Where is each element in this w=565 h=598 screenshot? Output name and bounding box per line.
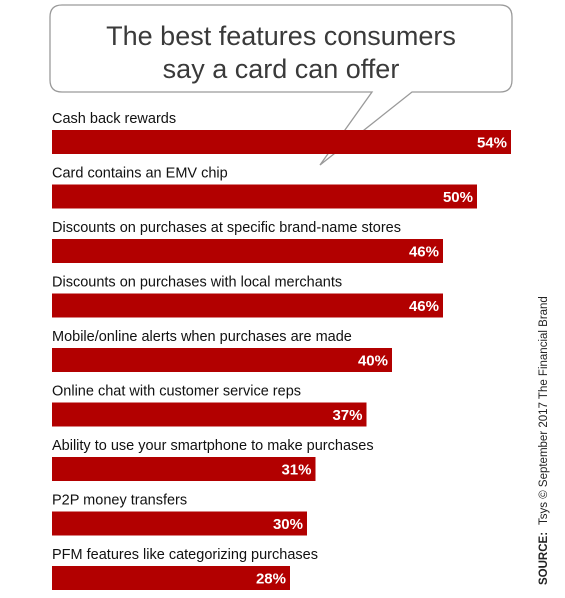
value-label: 37% xyxy=(332,407,362,424)
speech-bubble xyxy=(49,4,513,166)
bar xyxy=(52,402,367,427)
value-label: 46% xyxy=(409,298,439,315)
bar xyxy=(52,130,511,154)
category-label: Cash back rewards xyxy=(52,111,176,127)
value-label: 40% xyxy=(358,353,388,370)
category-label: Discounts on purchases at specific brand… xyxy=(52,220,401,236)
bar xyxy=(52,184,477,209)
bar xyxy=(52,239,443,263)
value-label: 31% xyxy=(281,462,311,479)
value-label: 54% xyxy=(477,135,507,152)
chart-title-line-1: The best features consumers xyxy=(106,21,456,51)
source-body: Tsys © September 2017 The Financial Bran… xyxy=(538,296,550,525)
category-label: P2P money transfers xyxy=(52,493,187,509)
category-label: Card contains an EMV chip xyxy=(52,166,228,182)
source-prefix: SOURCE: xyxy=(538,532,550,585)
category-label: Online chat with customer service reps xyxy=(52,384,301,400)
value-label: 46% xyxy=(409,244,439,261)
bar xyxy=(52,293,443,318)
bar xyxy=(52,511,307,536)
value-label: 50% xyxy=(443,189,473,206)
bar xyxy=(52,566,290,590)
category-label: Mobile/online alerts when purchases are … xyxy=(52,329,352,345)
value-label: 30% xyxy=(273,516,303,533)
bars-layer: Cash back rewards 54% Card contains an EMV… xyxy=(52,111,511,590)
category-label: Discounts on purchases with local mercha… xyxy=(52,275,342,291)
category-label: PFM features like categorizing purchases xyxy=(52,547,318,563)
bar xyxy=(52,348,392,372)
value-label: 28% xyxy=(256,571,286,588)
category-label: Ability to use your smartphone to make p… xyxy=(52,438,374,454)
chart-title-line-2: say a card can offer xyxy=(163,54,400,84)
bar xyxy=(52,457,316,481)
source-credit: SOURCE: Tsys © September 2017 The Financ… xyxy=(538,296,550,585)
